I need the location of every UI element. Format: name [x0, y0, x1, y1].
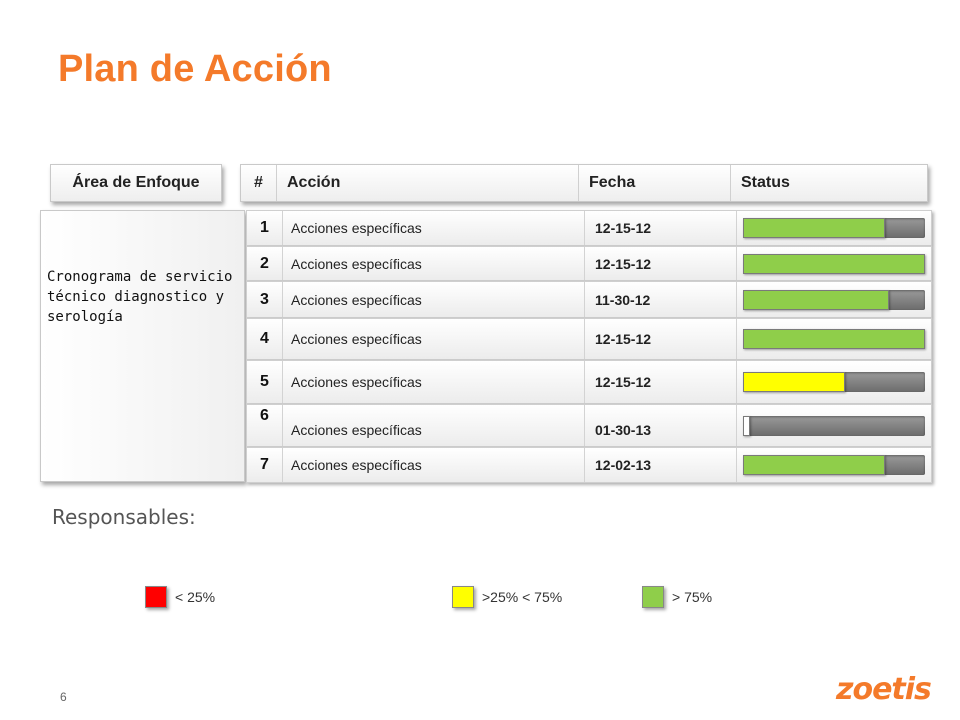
row-number: 1 — [247, 211, 283, 245]
table-row: 2 Acciones específicas 12-15-12 — [246, 246, 932, 281]
area-header: Área de Enfoque — [50, 164, 222, 202]
status-bar-fill — [743, 218, 885, 238]
status-bar-fill — [743, 329, 925, 349]
row-accion: Acciones específicas — [283, 282, 585, 317]
row-status — [737, 282, 931, 317]
area-body: Cronograma de servicio técnico diagnosti… — [40, 210, 245, 482]
row-accion: Acciones específicas — [283, 448, 585, 482]
legend-item-mid: >25% < 75% — [452, 586, 562, 608]
row-accion: Acciones específicas — [283, 361, 585, 403]
row-status — [737, 319, 931, 359]
status-bar-track — [743, 253, 925, 274]
row-fecha: 12-15-12 — [585, 211, 737, 245]
row-status — [737, 361, 931, 403]
row-number: 7 — [247, 448, 283, 482]
header-status: Status — [741, 174, 790, 191]
row-fecha: 12-15-12 — [585, 247, 737, 280]
status-bar-fill — [743, 415, 751, 436]
zoetis-logo: zoetis — [836, 672, 932, 707]
table-header: # Acción Fecha Status — [240, 164, 928, 202]
status-bar-fill — [743, 253, 925, 274]
legend-item-high: > 75% — [642, 586, 712, 608]
header-accion: Acción — [277, 165, 579, 201]
row-status — [737, 247, 931, 280]
row-number: 3 — [247, 282, 283, 317]
row-status — [737, 448, 931, 482]
row-status — [737, 211, 931, 245]
table-row: 5 Acciones específicas 12-15-12 — [246, 360, 932, 404]
row-status — [737, 405, 931, 446]
status-bar-fill — [743, 455, 885, 475]
row-fecha: 12-15-12 — [585, 361, 737, 403]
area-text: Cronograma de servicio técnico diagnosti… — [47, 269, 233, 325]
status-bar-track — [743, 455, 925, 475]
legend-label-mid: >25% < 75% — [482, 589, 563, 605]
row-accion: Acciones específicas — [283, 247, 585, 280]
row-fecha: 11-30-12 — [585, 282, 737, 317]
row-accion: Acciones específicas — [283, 211, 585, 245]
row-fecha: 12-15-12 — [585, 319, 737, 359]
header-num: # — [241, 165, 277, 201]
responsables-label: Responsables: — [52, 505, 196, 529]
legend-label-high: > 75% — [672, 589, 713, 605]
row-number: 4 — [247, 319, 283, 359]
table-row: 7 Acciones específicas 12-02-13 — [246, 447, 932, 483]
table-row: 4 Acciones específicas 12-15-12 — [246, 318, 932, 360]
table-row: 1 Acciones específicas 12-15-12 — [246, 210, 932, 246]
status-bar-track — [743, 415, 925, 436]
legend-swatch-mid — [452, 586, 474, 608]
row-fecha: 12-02-13 — [585, 448, 737, 482]
status-bar-track — [743, 372, 925, 392]
row-number: 5 — [247, 361, 283, 403]
row-number: 2 — [247, 247, 283, 280]
legend-item-low: < 25% — [145, 586, 215, 608]
row-accion: Acciones específicas — [283, 319, 585, 359]
table-row: 3 Acciones específicas 11-30-12 — [246, 281, 932, 318]
table-row: 6 Acciones específicas 01-30-13 — [246, 404, 932, 447]
status-bar-fill — [743, 289, 889, 310]
status-bar-track — [743, 218, 925, 238]
legend-label-low: < 25% — [175, 589, 216, 605]
legend-swatch-high — [642, 586, 664, 608]
status-bar-track — [743, 329, 925, 349]
area-header-label: Área de Enfoque — [72, 174, 200, 191]
row-fecha: 01-30-13 — [585, 405, 737, 446]
legend-swatch-low — [145, 586, 167, 608]
page-number: 6 — [60, 690, 67, 704]
status-bar-fill — [743, 372, 845, 392]
page-title: Plan de Acción — [58, 48, 332, 90]
row-number: 6 — [247, 405, 283, 446]
row-accion: Acciones específicas — [283, 405, 585, 446]
header-fecha: Fecha — [579, 165, 731, 201]
status-bar-track — [743, 289, 925, 310]
